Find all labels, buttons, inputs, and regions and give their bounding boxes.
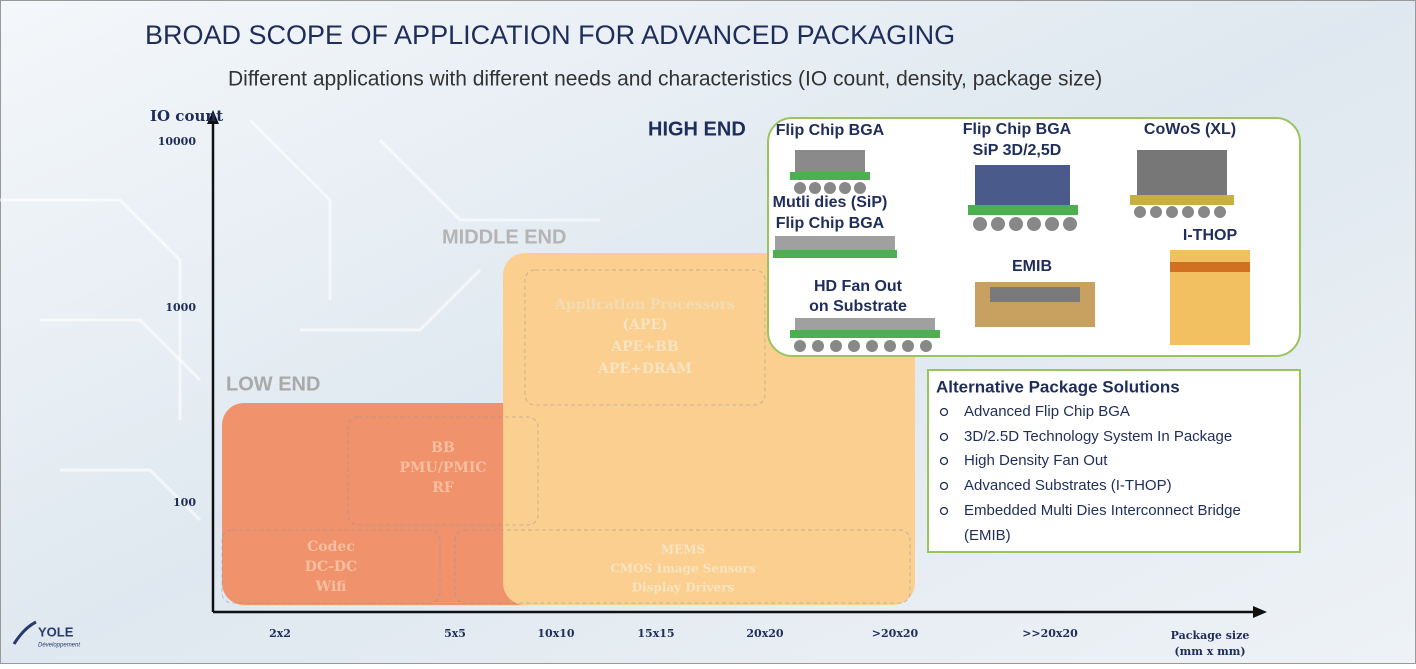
package-label: I-THOP	[1183, 227, 1238, 244]
y-arrow	[207, 110, 219, 124]
box-text: BB	[431, 440, 455, 456]
x-tick-label: 5x5	[444, 627, 466, 640]
alternative-item: (EMIB)	[964, 527, 1011, 544]
x-arrow	[1253, 606, 1267, 618]
box-text: Application Processors	[554, 297, 735, 313]
subtitle: Different applications with different ne…	[228, 68, 1102, 91]
package-label: EMIB	[1012, 258, 1052, 275]
alternative-item: High Density Fan Out	[964, 452, 1108, 469]
package-label: Flip Chip BGA	[963, 121, 1072, 138]
logo-tagline: Développement	[38, 643, 80, 649]
logo-name: YOLE	[38, 624, 74, 639]
logo-mark	[12, 620, 37, 645]
package-illustrations	[773, 150, 1250, 352]
y-tick-label: 100	[173, 496, 196, 509]
box-text: DC-DC	[305, 559, 357, 575]
title: BROAD SCOPE OF APPLICATION FOR ADVANCED …	[145, 20, 955, 50]
x-tick-label: 10x10	[537, 627, 575, 640]
y-axis-label: IO count	[150, 107, 223, 125]
box-text: Display Drivers	[632, 581, 735, 595]
package-label: CoWoS (XL)	[1144, 121, 1236, 138]
box-text: MEMS	[661, 543, 705, 557]
package-label: Flip Chip BGA	[776, 122, 885, 139]
package-label: Mutli dies (SiP)	[773, 194, 888, 211]
circuit-decoration	[0, 118, 600, 522]
box-outline	[221, 529, 441, 604]
package-label: SiP 3D/2,5D	[973, 142, 1062, 159]
x-tick-label: 2x2	[269, 627, 291, 640]
box-text: CMOS Image Sensors	[610, 562, 756, 576]
alternatives-title: Alternative Package Solutions	[936, 377, 1180, 396]
package-label: on Substrate	[809, 298, 907, 315]
bullets	[939, 407, 949, 516]
box-text: PMU/PMIC	[399, 460, 486, 476]
x-tick-label: 15x15	[637, 627, 674, 640]
alternative-item: Advanced Substrates (I-THOP)	[964, 477, 1172, 494]
alternative-item: Advanced Flip Chip BGA	[964, 403, 1130, 420]
alternatives-panel	[927, 369, 1301, 553]
box-text: RF	[432, 480, 454, 496]
x-tick-label: 20x20	[746, 627, 784, 640]
package-label: HD Fan Out	[814, 278, 903, 295]
x-tick-label: >20x20	[872, 627, 919, 640]
x-tick-label: >>20x20	[1022, 627, 1078, 640]
y-tick-label: 10000	[158, 135, 197, 148]
box-text: APE+BB	[610, 339, 679, 355]
box-text: (APE)	[622, 317, 667, 333]
box-text: Codec	[307, 539, 355, 555]
x-axis-label: (mm x mm)	[1174, 645, 1245, 658]
box-outline	[454, 529, 911, 604]
package-label: Flip Chip BGA	[776, 215, 885, 232]
box-text: APE+DRAM	[597, 361, 692, 377]
alternative-item: Embedded Multi Dies Interconnect Bridge	[964, 502, 1241, 519]
box-outline	[347, 416, 539, 526]
x-axis-label: Package size	[1171, 629, 1250, 642]
region-label: LOW END	[226, 373, 320, 395]
box-text: Wifi	[315, 579, 347, 595]
alternative-item: 3D/2.5D Technology System In Package	[964, 428, 1232, 445]
box-outline	[524, 269, 766, 406]
low-end-region	[222, 403, 542, 605]
region-label: MIDDLE END	[442, 226, 566, 248]
region-label: HIGH END	[648, 118, 746, 140]
y-tick-label: 1000	[165, 301, 196, 314]
